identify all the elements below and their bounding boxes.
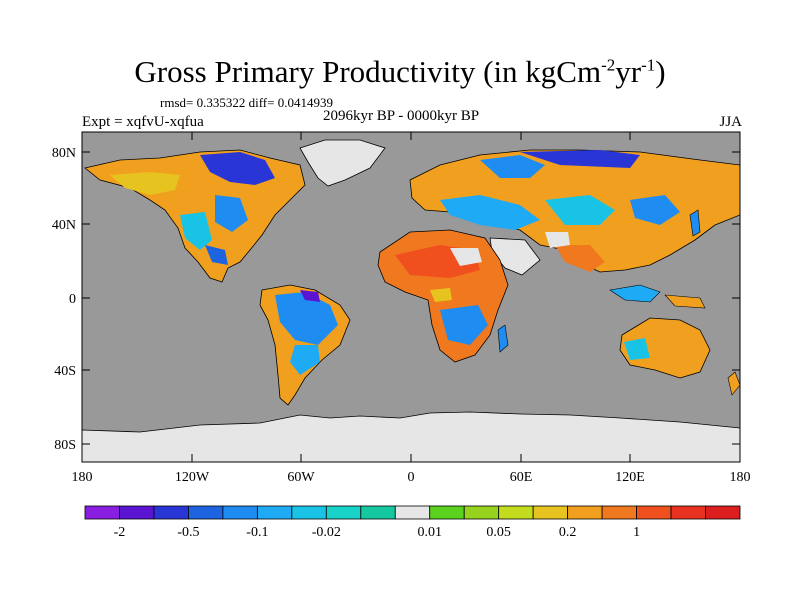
lat-axis: 80N 40N 0 40S 80S (52, 146, 740, 453)
experiment-label: Expt = xqfvU-xqfua (82, 114, 204, 130)
colorbar-swatch (291, 505, 327, 520)
asia-patch-cyan (545, 195, 615, 225)
sa-patch-purple (300, 290, 320, 302)
lat-label: 80N (52, 146, 76, 161)
colorbar-swatch (463, 505, 500, 520)
sa-patch-south-blue (290, 345, 320, 375)
lon-label: 60W (287, 470, 315, 485)
japan (689, 209, 701, 237)
season-label: JJA (719, 114, 742, 130)
colorbar-swatch (636, 505, 672, 520)
na-patch-yellow (110, 172, 180, 195)
colorbar (84, 505, 741, 520)
lat-label: 40S (54, 364, 76, 379)
australia (619, 317, 711, 379)
eu-patch-central (440, 195, 540, 230)
eu-patch-scandinavia (480, 155, 545, 178)
colorbar-swatch (360, 505, 396, 520)
colorbar-label: -0.1 (246, 525, 268, 540)
colorbar-swatch (119, 505, 155, 520)
na-patch-west-cyan (180, 212, 212, 250)
new-zealand (727, 371, 740, 396)
antarctica (82, 411, 740, 462)
lat-label: 80S (54, 438, 76, 453)
colorbar-swatch (325, 505, 362, 520)
eu-patch-arctic (520, 150, 640, 168)
colorbar-label: -0.5 (177, 525, 199, 540)
colorbar-swatch (567, 505, 603, 520)
na-patch-east-blue (215, 195, 248, 232)
sahara-white (450, 248, 482, 266)
new-guinea (664, 294, 706, 309)
lon-label: 60E (510, 470, 533, 485)
se-asia-islands (609, 284, 661, 303)
colorbar-swatch (498, 505, 534, 520)
colorbar-label: 0.05 (486, 525, 511, 540)
sa-patch-amazon-blue (275, 292, 338, 345)
colorbar-swatch (256, 505, 293, 520)
colorbar-swatch (222, 505, 258, 520)
map-panel (82, 132, 740, 462)
colorbar-label: -0.02 (312, 525, 341, 540)
colorbar-swatch (153, 505, 189, 520)
colorbar-label: -2 (114, 525, 126, 540)
colorbar-swatch (601, 505, 637, 520)
stats-text: rmsd= 0.335322 diff= 0.0414939 (160, 95, 333, 110)
na-patch-canada-blue (200, 152, 275, 185)
lon-label: 180 (730, 470, 751, 485)
lon-label: 0 (408, 470, 415, 485)
lon-label: 180 (72, 470, 93, 485)
colorbar-labels: -2 -0.5 -0.1 -0.02 0.01 0.05 0.2 1 (114, 525, 640, 540)
asia-patch-east (630, 195, 680, 225)
india (555, 245, 605, 272)
na-patch-mexico (205, 245, 228, 265)
period-label: 2096kyr BP - 0000kyr BP (323, 108, 480, 124)
lat-label: 0 (69, 292, 76, 307)
colorbar-label: 0.2 (559, 525, 577, 540)
lat-label: 40N (52, 218, 76, 233)
chart-title: Gross Primary Productivity (in kgCm-2yr-… (134, 54, 666, 89)
africa-patch-south-blue (440, 305, 488, 345)
greenland (299, 139, 386, 187)
colorbar-swatch (394, 505, 431, 520)
colorbar-label: 1 (633, 525, 640, 540)
colorbar-label: 0.01 (417, 525, 442, 540)
asia-desert (545, 232, 570, 248)
madagascar (497, 324, 509, 353)
lon-label: 120W (175, 470, 210, 485)
australia-patch-west (624, 338, 650, 360)
colorbar-swatch (429, 505, 465, 520)
lon-label: 120E (615, 470, 645, 485)
colorbar-swatch (188, 505, 224, 520)
africa-patch-yellow (430, 288, 452, 302)
colorbar-swatch (84, 505, 120, 520)
colorbar-swatch (670, 505, 706, 520)
lon-axis: 180 120W 60W 0 60E 120E 180 (72, 132, 751, 485)
colorbar-swatch (705, 505, 741, 520)
colorbar-swatch (532, 505, 569, 520)
